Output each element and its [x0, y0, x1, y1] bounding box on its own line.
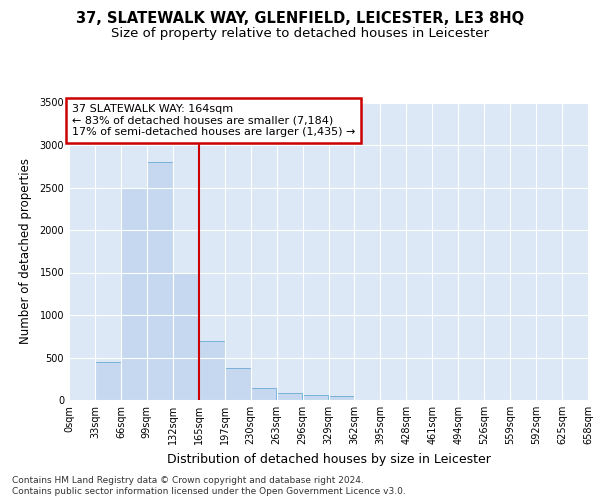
Text: Contains public sector information licensed under the Open Government Licence v3: Contains public sector information licen… — [12, 488, 406, 496]
Bar — [121, 188, 147, 400]
Bar — [277, 393, 302, 400]
Y-axis label: Number of detached properties: Number of detached properties — [19, 158, 32, 344]
Text: Size of property relative to detached houses in Leicester: Size of property relative to detached ho… — [111, 28, 489, 40]
Bar — [251, 388, 277, 400]
X-axis label: Distribution of detached houses by size in Leicester: Distribution of detached houses by size … — [167, 452, 490, 466]
Bar — [199, 340, 224, 400]
Bar — [225, 368, 251, 400]
Text: Contains HM Land Registry data © Crown copyright and database right 2024.: Contains HM Land Registry data © Crown c… — [12, 476, 364, 485]
Bar — [302, 396, 328, 400]
Bar — [147, 162, 173, 400]
Text: 37 SLATEWALK WAY: 164sqm
← 83% of detached houses are smaller (7,184)
17% of sem: 37 SLATEWALK WAY: 164sqm ← 83% of detach… — [71, 104, 355, 137]
Text: 37, SLATEWALK WAY, GLENFIELD, LEICESTER, LE3 8HQ: 37, SLATEWALK WAY, GLENFIELD, LEICESTER,… — [76, 11, 524, 26]
Bar — [173, 272, 199, 400]
Bar — [329, 396, 355, 400]
Bar — [95, 362, 121, 400]
